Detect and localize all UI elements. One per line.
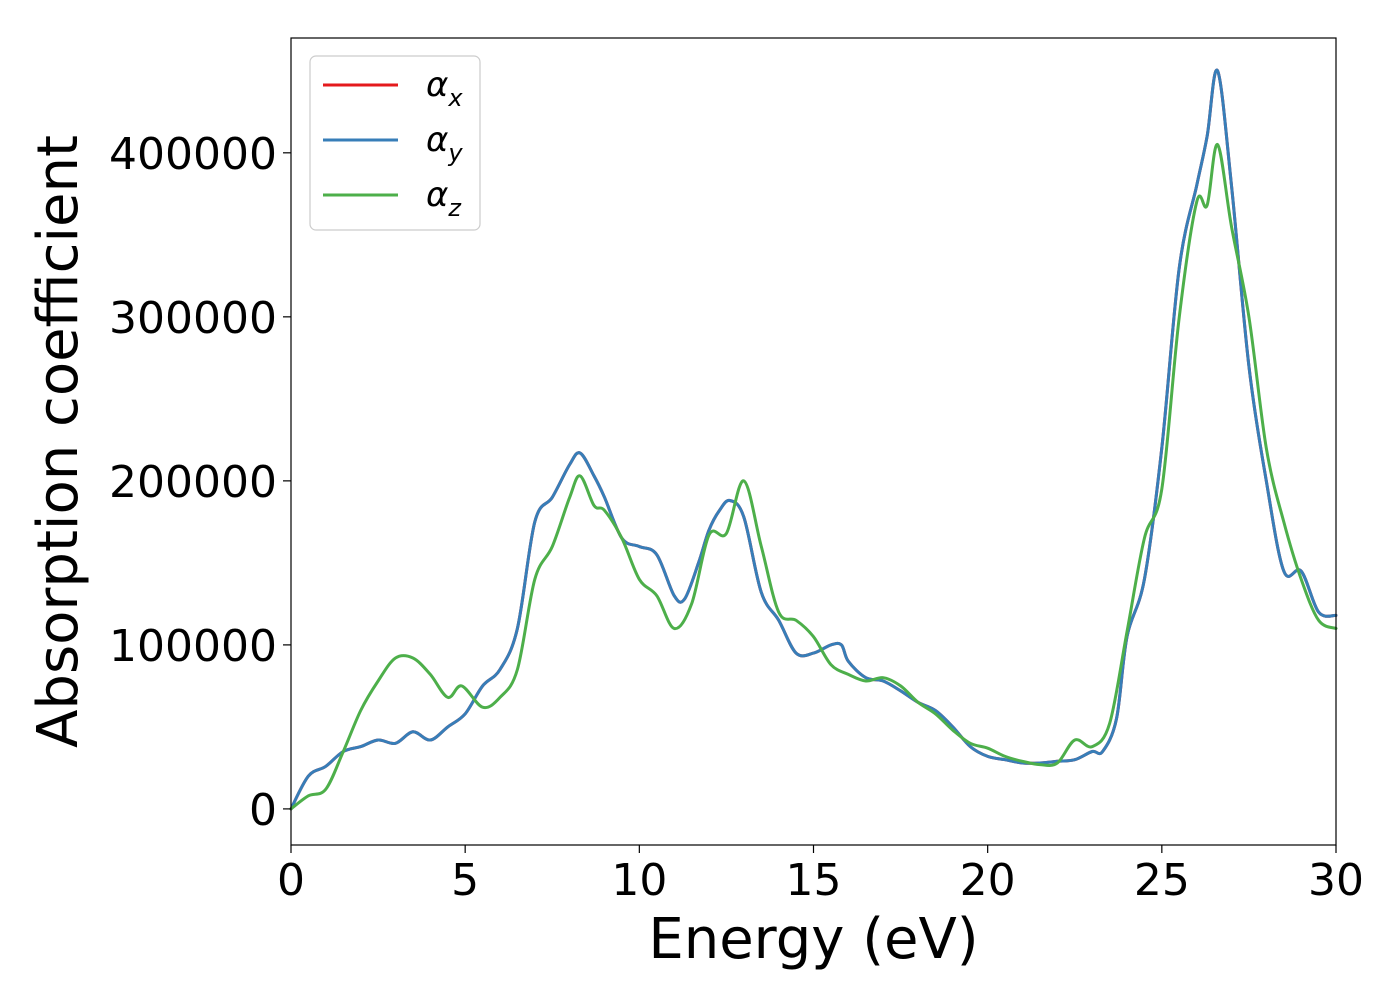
legend-box [309, 55, 481, 231]
y-tick-label: 200000 [109, 457, 277, 508]
y-axis: 0 100000 200000 300000 400000 [109, 129, 291, 836]
x-tick-label: 25 [1134, 855, 1190, 906]
legend-item-alpha-y: αy [323, 120, 463, 167]
x-tick-label: 10 [611, 855, 667, 906]
x-tick-label: 5 [451, 855, 479, 906]
y-tick-label: 0 [249, 785, 277, 836]
x-tick-label: 20 [960, 855, 1016, 906]
x-tick-label: 15 [786, 855, 842, 906]
series-line-alpha-z [289, 143, 1338, 811]
legend-label: αy [426, 120, 463, 167]
y-tick-label: 100000 [109, 621, 277, 672]
x-tick-label: 30 [1308, 855, 1364, 906]
x-axis-title: Energy (eV) [648, 907, 978, 972]
y-tick-label: 400000 [109, 129, 277, 180]
series-layer [289, 68, 1338, 811]
series-line-alpha-y [289, 68, 1338, 811]
legend-label: αx [426, 65, 463, 112]
x-axis: 0 5 10 15 20 25 30 [277, 845, 1364, 906]
x-tick-label: 0 [277, 855, 305, 906]
legend-item-alpha-x: αx [323, 65, 463, 112]
y-tick-label: 300000 [109, 293, 277, 344]
y-axis-title: Absorption coefficient [26, 135, 91, 748]
